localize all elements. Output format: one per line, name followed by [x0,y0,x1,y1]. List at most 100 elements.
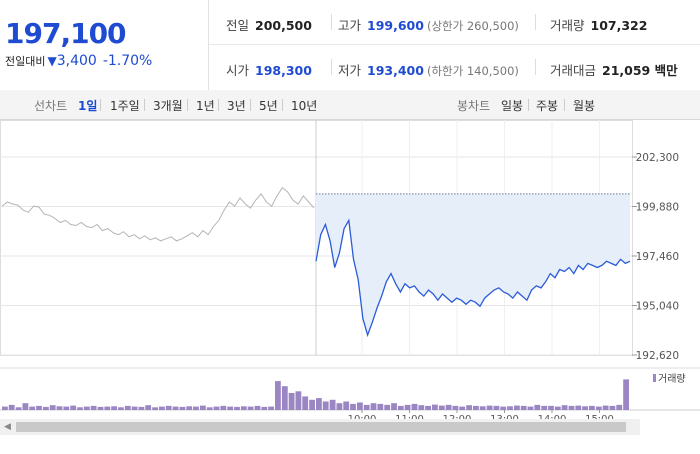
stats-row: 전일 200,500 고가 199,600 (상한가 260,500) 거래량 107,… [208,0,700,45]
volume-bar [193,406,199,410]
volume-bar [589,405,595,410]
tab-5y[interactable]: 5년 [259,99,278,113]
volume-bar [227,406,234,410]
volume-bar [63,406,70,410]
volume-bar [432,404,438,410]
volume-bar [186,406,193,410]
volume-bar [418,405,425,410]
volume-bar [70,405,77,410]
volume-bar [131,406,138,410]
price-chart: 202,300199,880197,460195,040192,620거래량10… [0,120,700,450]
stat-volume: 거래량 107,322 [550,18,648,33]
tab-daily[interactable]: 일봉 [501,99,524,113]
tab-monthly[interactable]: 월봉 [573,99,596,113]
volume-bar [350,403,356,410]
volume-bar [213,406,220,410]
volume-bar [247,406,254,410]
tab-1d[interactable]: 1일 [78,99,98,113]
volume-bar [411,403,418,410]
volume-bar [404,404,411,410]
y-tick-label: 192,620 [636,350,679,362]
legend-label: 거래량 [658,373,686,385]
price-change: 전일대비 ▼3,400 -1.70% [5,53,152,69]
chart-scrollbar[interactable]: ◀ [0,419,640,435]
volume-bar [200,405,206,410]
volume-bar [111,406,117,410]
volume-bar [479,406,486,410]
stat-low: 저가 193,400 (하한가 140,500) [338,63,519,78]
stats-row: 시가 198,300 저가 193,400 (하한가 140,500) 거래대금 21,… [208,45,700,89]
volume-bar [36,405,42,410]
volume-bar [616,404,623,410]
today-line [315,218,631,338]
volume-bar [316,398,322,410]
volume-bar [240,406,247,410]
volume-bar [2,406,8,410]
volume-bar [288,393,295,410]
tab-1y[interactable]: 1년 [196,99,215,113]
volume-bar [234,406,240,410]
volume-bar [145,405,152,410]
volume-bar [83,406,90,410]
volume-bar [97,406,104,410]
volume-bar [473,405,479,410]
y-tick-label: 199,880 [636,202,679,214]
volume-bar [322,401,329,410]
volume-bar [56,406,63,410]
volume-bar [165,405,172,410]
volume-bar [527,406,534,410]
tab-weekly[interactable]: 주봉 [536,99,559,113]
volume-bar [391,403,397,410]
volume-bar [602,405,609,410]
scroll-left-icon[interactable]: ◀ [4,422,11,432]
volume-bar [261,406,268,410]
volume-bar [595,406,602,410]
volume-bar [22,403,29,410]
tab-1w[interactable]: 1주일 [110,99,140,113]
stat-open: 시가 198,300 [226,63,312,78]
volume-bar [15,407,22,410]
volume-bar [43,406,49,410]
volume-bar [179,406,186,410]
volume-bar [548,405,554,410]
volume-bar [343,401,350,410]
scroll-thumb[interactable] [16,422,626,432]
change-label: 전일대비 [5,55,46,68]
volume-bar [568,405,575,410]
volume-bar [623,379,629,410]
y-tick-label: 202,300 [636,152,679,164]
down-arrow-icon: ▼ [47,54,57,68]
volume-bar [302,396,309,410]
volume-bar [520,405,527,410]
y-tick-label: 197,460 [636,251,679,263]
current-price: 197,100 [5,17,127,50]
volume-bar [104,406,111,410]
tab-3m[interactable]: 3개월 [153,99,183,113]
volume-bar [582,406,588,410]
volume-bar [29,406,36,410]
tab-10y[interactable]: 10년 [291,99,318,113]
volume-bar [514,405,520,410]
stats-table: 전일 200,500 고가 199,600 (상한가 260,500) 거래량 107,… [208,0,700,90]
volume-bar [466,405,472,410]
volume-bar [138,406,145,410]
volume-bar [357,402,363,410]
volume-bar [281,386,288,410]
volume-bar [459,406,466,410]
volume-bar [159,406,165,410]
volume-bar [77,407,83,410]
volume-bar [309,399,315,410]
volume-bar [500,406,507,410]
legend-swatch [653,374,656,382]
stat-high: 고가 199,600 (상한가 260,500) [338,18,519,33]
stat-prev-close: 전일 200,500 [226,18,312,33]
volume-bar [384,404,391,410]
volume-bar [486,405,493,410]
volume-bar [541,405,548,410]
volume-bar [561,405,568,410]
price-box: 197,100 전일대비 ▼3,400 -1.70% [0,0,209,90]
volume-bar [295,391,302,410]
volume-bar [534,404,541,410]
volume-bar [445,404,452,410]
tab-3y[interactable]: 3년 [227,99,246,113]
